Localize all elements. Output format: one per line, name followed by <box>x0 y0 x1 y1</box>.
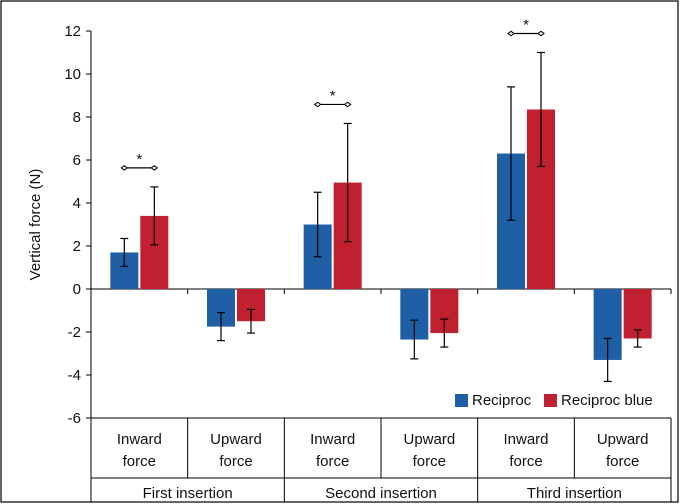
category-label: force <box>219 453 252 470</box>
category-label: Inward <box>310 431 355 448</box>
group-label: First insertion <box>143 485 233 502</box>
y-tick-label: 10 <box>64 66 81 83</box>
y-tick-label: -6 <box>68 410 81 427</box>
category-label: Upward <box>403 431 455 448</box>
significance-end-marker <box>120 165 129 171</box>
category-label: force <box>413 453 446 470</box>
y-tick-label: 2 <box>73 238 81 255</box>
category-label: Inward <box>503 431 548 448</box>
category-label: force <box>316 453 349 470</box>
significance-end-marker <box>537 30 545 37</box>
y-tick-label: -4 <box>68 367 81 384</box>
y-tick-label: -2 <box>68 324 81 341</box>
significance-star: * <box>523 17 529 34</box>
y-tick-label: 0 <box>73 281 81 298</box>
legend-swatch <box>544 394 557 407</box>
category-label: force <box>509 453 542 470</box>
significance-star: * <box>330 87 336 104</box>
y-axis-title: Vertical force (N) <box>27 169 44 281</box>
significance-star: * <box>136 151 142 168</box>
y-tick-label: 4 <box>73 195 81 212</box>
category-label: Inward <box>117 431 162 448</box>
significance-end-marker <box>313 101 322 108</box>
y-tick-label: 6 <box>73 152 81 169</box>
legend-swatch <box>455 394 468 407</box>
y-tick-label: 12 <box>64 23 81 40</box>
group-label: Second insertion <box>325 485 437 502</box>
significance-end-marker <box>150 165 159 171</box>
category-label: Upward <box>597 431 649 448</box>
group-label: Third insertion <box>527 485 622 502</box>
category-label: force <box>606 453 639 470</box>
category-label: force <box>123 453 156 470</box>
significance-end-marker <box>343 101 352 108</box>
y-tick-label: 8 <box>73 109 81 126</box>
legend-label: Reciproc blue <box>561 392 653 409</box>
legend-label: Reciproc <box>472 392 532 409</box>
category-label: Upward <box>210 431 262 448</box>
significance-end-marker <box>507 30 515 37</box>
